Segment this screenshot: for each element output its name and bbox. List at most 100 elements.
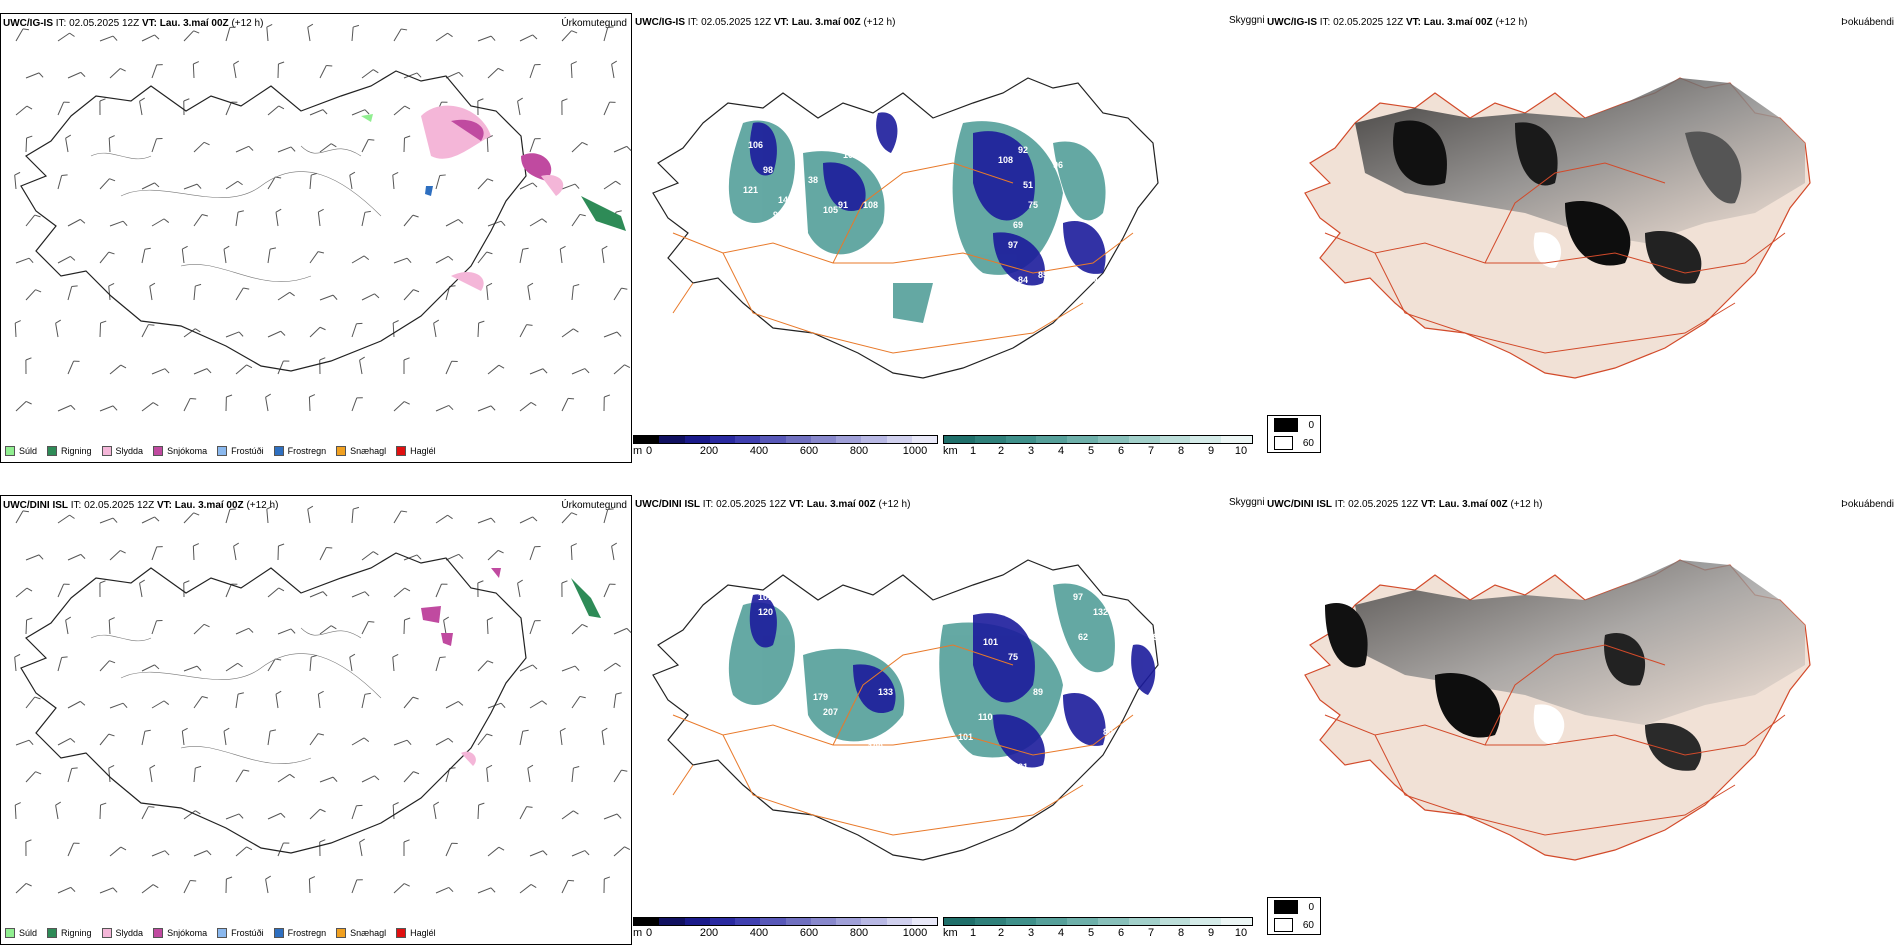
wind-barb-tick [206, 850, 212, 856]
cloud-base-label: 80 [1103, 727, 1113, 737]
tick: 400 [749, 445, 769, 457]
wind-barb-tick [319, 808, 326, 813]
wind-barb [65, 138, 69, 153]
wind-barb-tick [14, 653, 21, 658]
valid-time: Lau. 3.maí 00Z [791, 17, 861, 28]
wind-barb-tick [581, 623, 588, 628]
tick: 5 [1087, 927, 1095, 939]
fog-swatch [1274, 418, 1299, 432]
wind-barb [477, 517, 492, 524]
tick: 5 [1087, 445, 1095, 457]
wind-barb [319, 547, 327, 561]
panel-header: UWC/IG-IS IT: 02.05.2025 12Z VT: Lau. 3.… [3, 18, 263, 29]
wind-barb-tick [624, 364, 631, 369]
wind-barb-tick [238, 331, 244, 337]
model-name: UWC/DINI ISL [3, 500, 68, 511]
cloud-base-label: 38 [808, 175, 818, 185]
height-color-strip [633, 917, 938, 926]
wind-barb-tick [416, 554, 422, 560]
init-time: 02.05.2025 12Z [84, 500, 155, 511]
wind-barb [445, 219, 459, 227]
wind-barb [392, 175, 395, 190]
vt-label: VT: [1420, 499, 1436, 510]
model-name: UWC/IG-IS [635, 17, 685, 28]
wind-barb [109, 364, 122, 375]
init-time: 02.05.2025 12Z [701, 17, 772, 28]
legend-swatch [396, 928, 407, 938]
init-time: 02.05.2025 12Z [69, 18, 140, 29]
valid-time: Lau. 3.maí 00Z [174, 500, 244, 511]
wind-barb [15, 257, 30, 264]
wind-barb [14, 175, 17, 190]
wind-barb-tick [439, 656, 446, 659]
wind-barb-tick [615, 210, 622, 213]
fog-swatch [1274, 918, 1293, 932]
cloud-base-label: 84 [1043, 597, 1053, 607]
wind-barb [193, 368, 208, 375]
wind-barb-tick [280, 812, 286, 818]
wind-barb [393, 587, 406, 598]
wind-barb-tick [265, 393, 271, 398]
wind-barb-tick [363, 737, 370, 743]
wind-barb-tick [490, 887, 496, 893]
wind-barb-tick [573, 328, 579, 333]
valid-time: Lau. 3.maí 00Z [806, 499, 876, 510]
wind-barb-tick [55, 801, 62, 806]
wind-barb [571, 768, 574, 783]
wind-barb [223, 731, 227, 746]
tick: 8 [1177, 927, 1185, 939]
wind-barb-tick [615, 662, 621, 668]
wind-barb [183, 810, 196, 820]
wind-barb-tick [148, 324, 155, 326]
wind-barb [445, 71, 460, 79]
wind-barb [15, 401, 27, 412]
wind-barb-tick [248, 627, 254, 633]
cloud-base-label: 64 [1088, 275, 1098, 285]
wind-barb [57, 255, 71, 264]
panel-header: UWC/DINI ISL IT: 02.05.2025 12Z VT: Lau.… [635, 499, 910, 510]
wind-barb [529, 218, 543, 227]
wind-barb-tick [542, 850, 548, 856]
wind-barb [571, 850, 586, 857]
wind-barb [529, 700, 543, 709]
wind-barb-tick [604, 876, 611, 880]
wind-barb-tick [359, 356, 365, 361]
wind-barb-tick [112, 517, 118, 523]
wind-barb [517, 583, 521, 598]
wind-barb-tick [353, 506, 360, 510]
wind-barb-tick [486, 282, 493, 287]
wind-barb-tick [55, 319, 62, 324]
wind-barb-tick [38, 554, 44, 560]
wind-barb [277, 146, 292, 153]
cloud-base-label: 132 [1093, 607, 1108, 617]
wind-barb [349, 175, 353, 190]
legend-item: Rigning [47, 928, 92, 938]
cloud-base-label: 69 [1148, 632, 1158, 642]
wind-barb [561, 810, 574, 820]
wind-barb [151, 64, 158, 79]
wind-barb-tick [526, 324, 533, 326]
wind-barb-tick [322, 109, 328, 115]
legend-item: Haglél [396, 928, 436, 938]
wind-barb-tick [530, 884, 537, 888]
wind-barb-tick [404, 883, 410, 887]
wind-barb-tick [458, 553, 464, 559]
height-tick-labels: m 0 200 400 600 800 1000 [633, 926, 938, 940]
wind-barb [319, 294, 334, 301]
init-time: 02.05.2025 12Z [1348, 499, 1419, 510]
wind-barb [141, 402, 154, 412]
legend-item: Frostúði [217, 928, 264, 938]
wind-barb [486, 137, 489, 153]
wind-barb-tick [322, 591, 328, 597]
wind-barb-tick [278, 61, 285, 65]
wind-barb-tick [561, 580, 568, 584]
wind-barb [393, 510, 402, 524]
wind-barb [559, 249, 563, 264]
wind-barb [601, 731, 605, 746]
wind-barb-tick [374, 775, 380, 781]
cloud-base-label: 68 [1133, 155, 1143, 165]
tick: 1000 [902, 927, 928, 939]
wind-barb-tick [624, 846, 631, 851]
wind-barb-tick [404, 587, 411, 592]
tick: 1 [969, 927, 977, 939]
